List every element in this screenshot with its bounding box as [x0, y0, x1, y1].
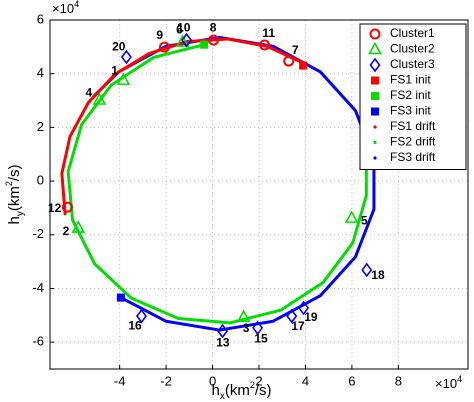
legend-label: Cluster1 [390, 26, 435, 40]
legend-label: FS3 init [390, 104, 431, 118]
point [344, 210, 359, 223]
legend-label: FS1 drift [390, 119, 436, 133]
point [120, 49, 132, 65]
point-label: 15 [254, 332, 268, 346]
y-tick-label: 2 [37, 119, 44, 134]
point [175, 34, 190, 47]
y-axis-label-part: h [6, 216, 23, 224]
point-label: 17 [291, 319, 305, 333]
point [286, 308, 298, 324]
point [71, 220, 86, 233]
point-label: 7 [292, 43, 299, 57]
legend-marker [373, 140, 377, 145]
legend-label: Cluster2 [390, 42, 435, 56]
point [283, 55, 295, 67]
point-label: 6 [176, 23, 183, 37]
point-label: 8 [210, 20, 217, 34]
point-label: 2 [63, 224, 70, 238]
x-tick-label: 8 [395, 373, 402, 388]
point [181, 32, 193, 48]
point-label: 12 [48, 201, 62, 215]
point-label: 20 [112, 40, 126, 54]
x-tick-label: 0 [209, 373, 216, 388]
y-multiplier-part: ×10 [52, 1, 74, 16]
x-tick-label: 4 [302, 373, 309, 388]
x-multiplier-part: ×10 [435, 376, 457, 391]
point [207, 34, 219, 46]
legend-label: FS3 drift [390, 150, 436, 164]
y-tick-label: -4 [32, 280, 44, 295]
point [361, 262, 373, 278]
legend-marker [373, 156, 377, 160]
x-tick-label: 6 [348, 373, 355, 388]
y-axis-label-part: 2 [4, 181, 14, 186]
y-axis-label-part: (km [6, 186, 23, 211]
legend-marker [371, 76, 379, 85]
point [259, 39, 271, 51]
legend-marker [369, 57, 381, 73]
point-label: 4 [85, 85, 92, 99]
point [298, 300, 310, 316]
point-label: 1 [111, 63, 118, 77]
legend-label: Cluster3 [390, 57, 435, 71]
point [116, 72, 131, 85]
legend-label: FS1 init [390, 73, 431, 87]
legend-marker [371, 107, 379, 116]
x-multiplier: ×104 [435, 374, 462, 391]
y-tick-label: 4 [37, 65, 44, 80]
y-axis-label: hy(km2/s) [4, 164, 26, 224]
y-tick-label: 0 [37, 173, 44, 188]
x-tick-label: -4 [114, 373, 126, 388]
point-label: 11 [262, 26, 275, 40]
drift-line [60, 37, 306, 216]
y-tick-label: -2 [32, 226, 44, 241]
point-label: 5 [361, 213, 368, 227]
point-label: 19 [304, 310, 318, 324]
point-label: 3 [243, 321, 250, 335]
legend-marker [368, 41, 382, 55]
x-tick-label: 2 [255, 373, 262, 388]
point [252, 320, 264, 336]
point [299, 61, 308, 70]
legend-label: FS2 drift [390, 135, 436, 149]
y-axis-label-part: /s) [6, 164, 23, 181]
point [61, 201, 73, 213]
point [135, 308, 147, 324]
x-axis-label: hx(km2/s) [211, 380, 271, 402]
x-axis-label-part: (km [225, 382, 250, 399]
point-label: 18 [371, 268, 385, 282]
legend-marker [369, 28, 381, 40]
x-axis-label-part: 2 [250, 380, 255, 390]
legend-label: FS2 init [390, 88, 431, 102]
y-multiplier: ×104 [52, 0, 79, 16]
legend-marker [371, 92, 379, 100]
point-label: 13 [216, 335, 230, 349]
y-tick-label: -6 [32, 334, 44, 349]
y-tick-label: 6 [37, 11, 44, 26]
x-tick-label: -2 [160, 373, 172, 388]
point [158, 41, 170, 53]
x-multiplier-part: 4 [457, 374, 462, 384]
point-label: 9 [156, 28, 163, 42]
point-label: 10 [177, 21, 191, 35]
x-axis-label-part: /s) [255, 382, 272, 399]
legend-marker [373, 125, 377, 129]
point-label: 16 [128, 319, 142, 333]
point [116, 293, 125, 302]
y-axis-label-part: y [15, 211, 26, 216]
point [217, 323, 229, 339]
point [236, 309, 251, 322]
y-multiplier-part: 4 [74, 0, 79, 9]
plot-frame [49, 19, 469, 370]
x-axis-label-part: h [211, 382, 219, 399]
x-axis-label-part: x [220, 391, 225, 402]
point [92, 92, 107, 105]
point [200, 40, 209, 49]
